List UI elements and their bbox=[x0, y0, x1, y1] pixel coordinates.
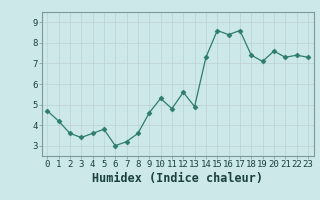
X-axis label: Humidex (Indice chaleur): Humidex (Indice chaleur) bbox=[92, 172, 263, 185]
